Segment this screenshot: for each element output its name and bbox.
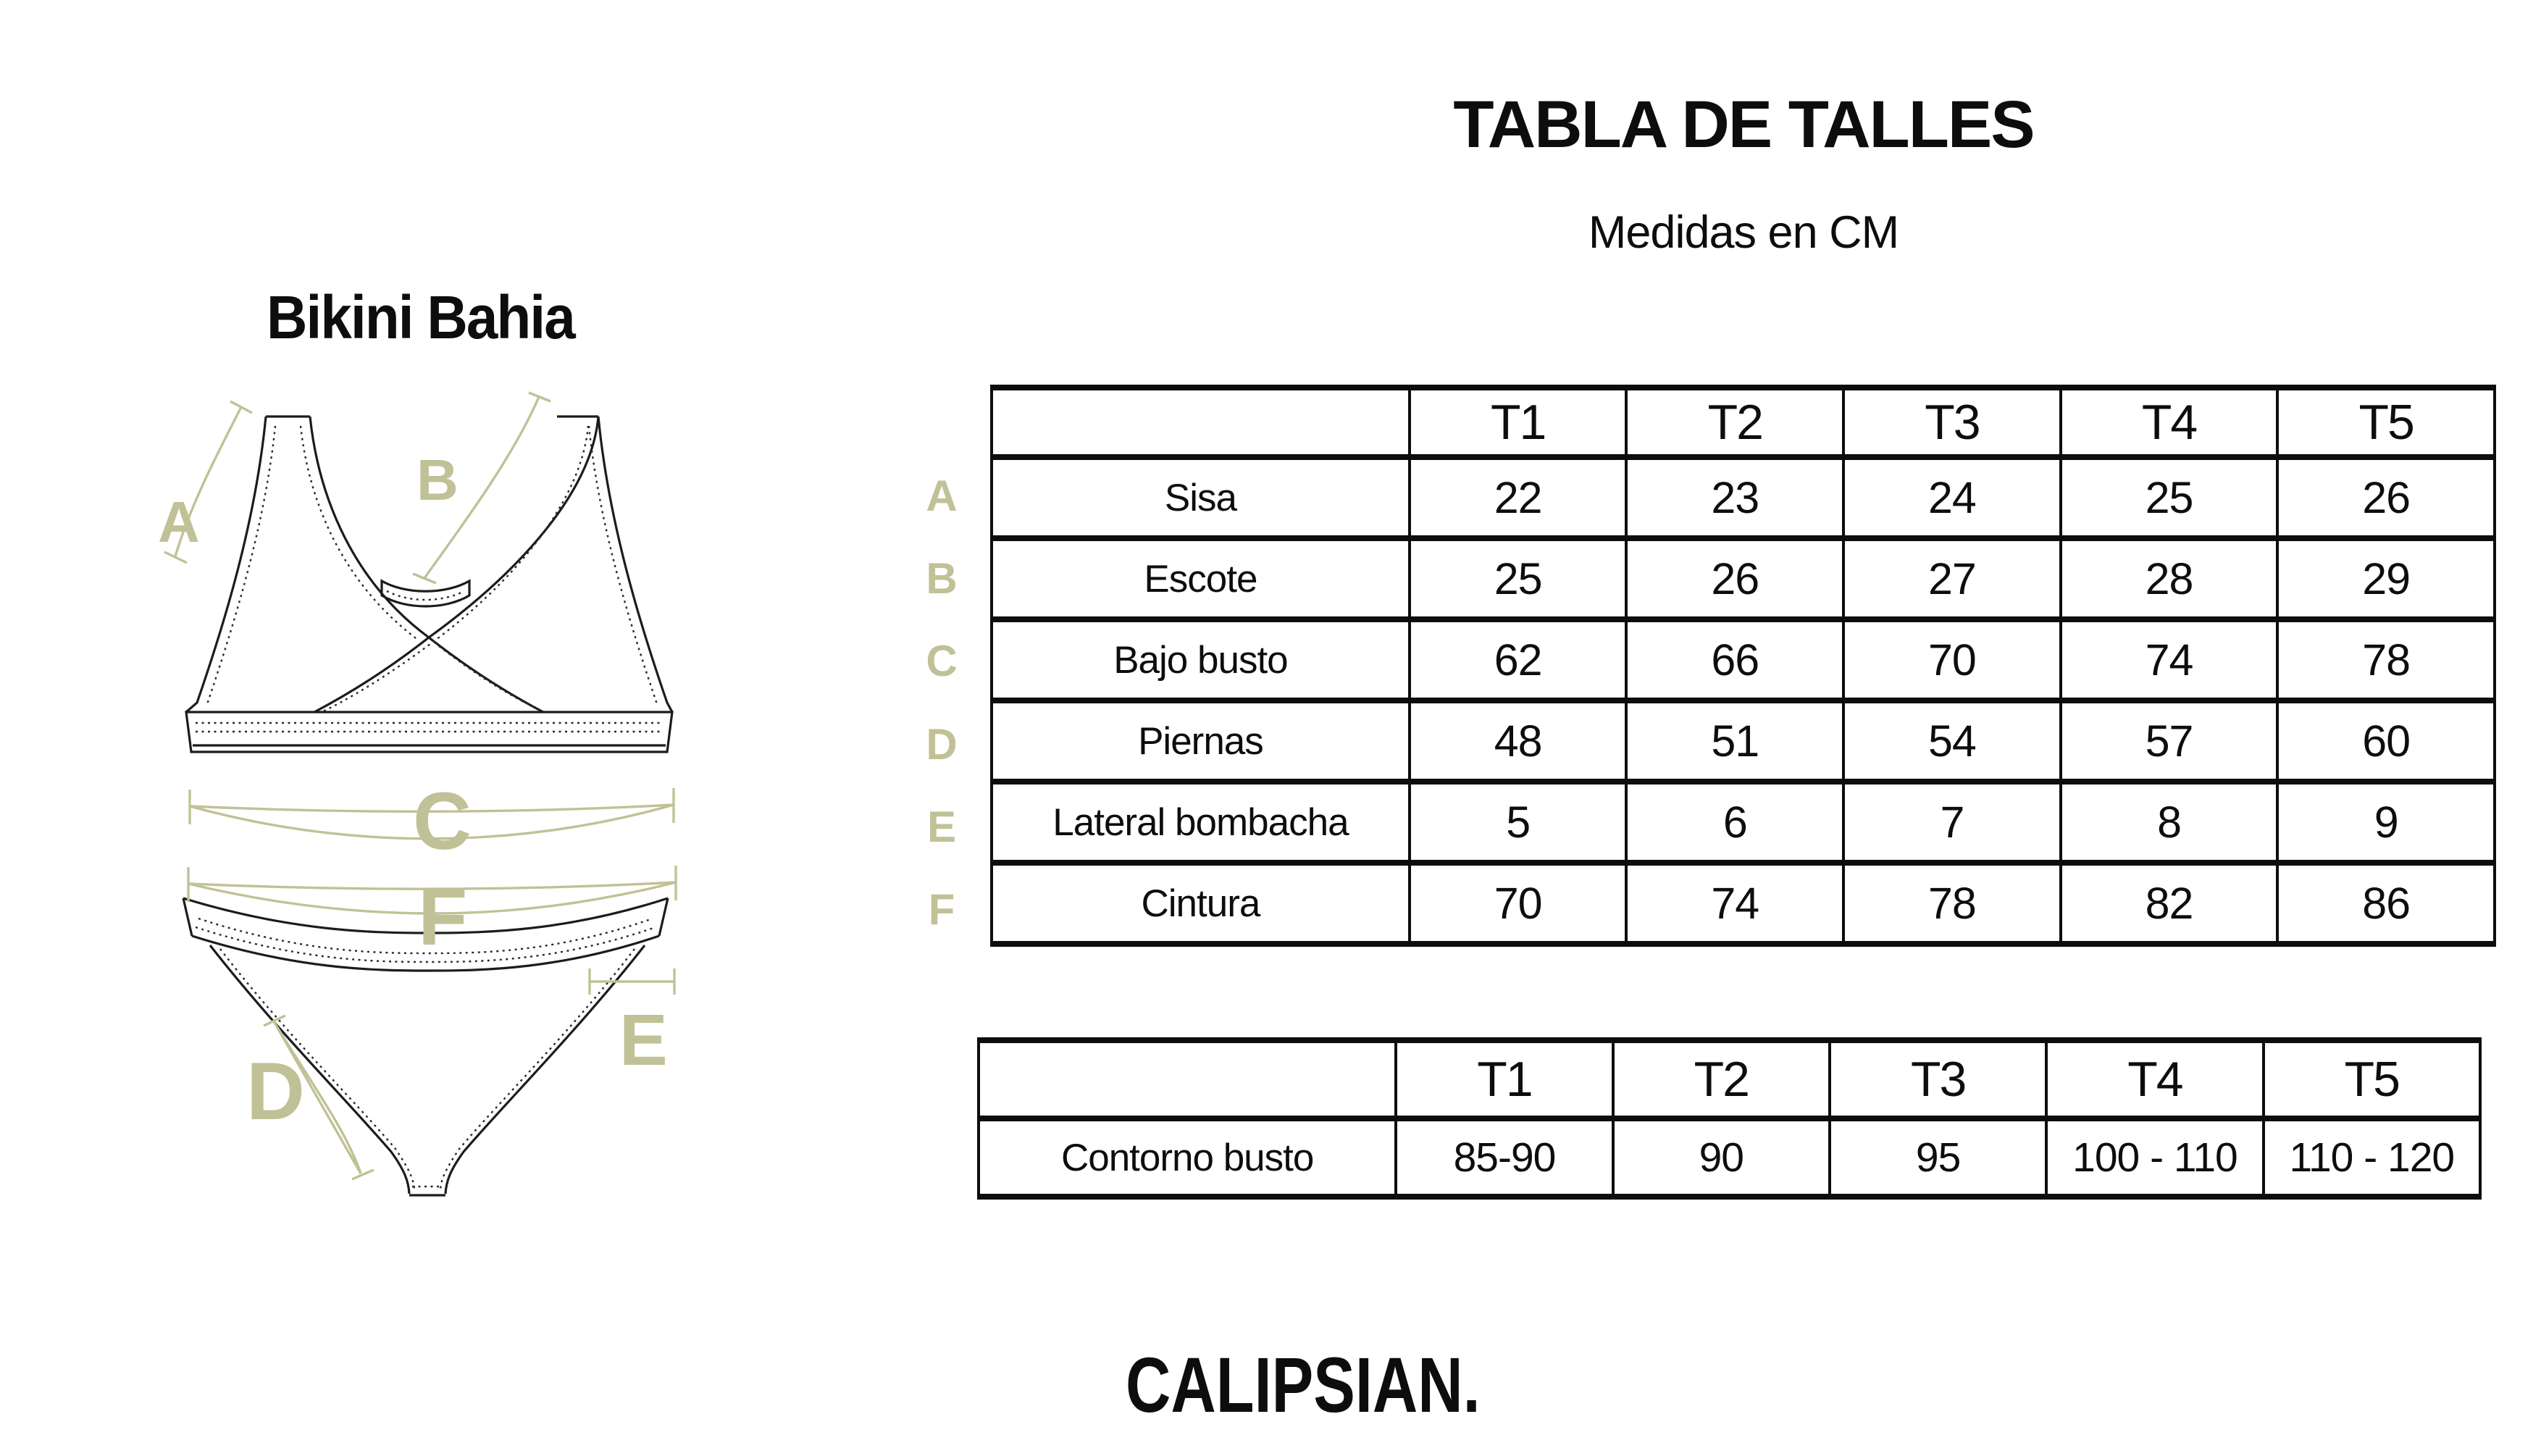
measure-label-d: D <box>246 1046 305 1137</box>
size-col-header-t1: T1 <box>1394 1037 1615 1121</box>
measurement-name-cell: Bajo busto <box>990 616 1411 703</box>
measure-label-f: F <box>418 871 467 962</box>
size-value-cell: 66 <box>1625 616 1846 703</box>
size-value-cell: 70 <box>1842 616 2062 703</box>
measure-label-b: B <box>416 448 459 512</box>
size-value-cell: 26 <box>2276 454 2496 541</box>
measure-line-f <box>187 866 677 915</box>
measure-label-c: C <box>413 776 472 866</box>
size-value-cell: 74 <box>2059 616 2280 703</box>
row-letter-b: B <box>926 553 958 603</box>
measurement-row-f: Cintura 70 74 78 82 86 <box>990 860 2496 947</box>
size-value-cell: 110 - 120 <box>2261 1116 2482 1200</box>
size-col-header-t4: T4 <box>2059 385 2280 460</box>
size-value-cell: 90 <box>1611 1116 1831 1200</box>
size-value-cell: 22 <box>1407 454 1628 541</box>
size-value-cell: 23 <box>1625 454 1846 541</box>
size-value-cell: 7 <box>1842 779 2062 866</box>
size-value-cell: 28 <box>2059 535 2280 622</box>
measurement-name-cell: Escote <box>990 535 1411 622</box>
bikini-top-stitching <box>196 425 663 733</box>
size-col-header-t3: T3 <box>1842 385 2062 460</box>
size-value-cell: 78 <box>1842 860 2062 947</box>
measure-label-e: E <box>619 1000 668 1081</box>
size-value-cell: 24 <box>1842 454 2062 541</box>
size-table-main: T1 T2 T3 T4 T5 Sisa 22 23 24 25 26 Escote 25 26 27 28 29… <box>990 385 2496 947</box>
measure-line-a <box>164 400 253 564</box>
size-value-cell: 26 <box>1625 535 1846 622</box>
size-col-header-t2: T2 <box>1611 1037 1831 1121</box>
product-title: Bikini Bahia <box>267 283 576 351</box>
units-note: Medidas en CM <box>1588 207 1899 258</box>
measurement-letter-labels: A B C F E D <box>158 448 668 1137</box>
size-col-header-t3: T3 <box>1828 1037 2048 1121</box>
measure-line-d <box>263 1014 374 1181</box>
measure-label-a: A <box>158 490 200 554</box>
size-value-cell: 8 <box>2059 779 2280 866</box>
measurement-name-cell: Contorno busto <box>976 1116 1398 1200</box>
size-value-cell: 27 <box>1842 535 2062 622</box>
measurement-name-cell: Sisa <box>990 454 1411 541</box>
row-letter-f: F <box>928 885 955 934</box>
size-value-cell: 60 <box>2276 698 2496 785</box>
measure-line-c <box>188 788 675 840</box>
measurement-row-b: Escote 25 26 27 28 29 <box>990 535 2496 622</box>
bikini-bottom-drawing <box>182 897 669 1197</box>
brand-logo: CALIPSIAN. <box>1126 1341 1481 1428</box>
size-value-cell: 9 <box>2276 779 2496 866</box>
measurement-name-cell: Lateral bombacha <box>990 779 1411 866</box>
measurement-name-cell: Cintura <box>990 860 1411 947</box>
bikini-top-drawing <box>185 415 674 753</box>
corner-cell <box>976 1037 1398 1121</box>
size-value-cell: 57 <box>2059 698 2280 785</box>
size-col-header-t1: T1 <box>1407 385 1628 460</box>
size-value-cell: 6 <box>1625 779 1846 866</box>
size-value-cell: 29 <box>2276 535 2496 622</box>
size-value-cell: 86 <box>2276 860 2496 947</box>
measurement-row-contorno-busto: Contorno busto 85-90 90 95 100 - 110 110 - 12… <box>976 1116 2482 1200</box>
measurement-row-c: Bajo busto 62 66 70 74 78 <box>990 616 2496 703</box>
size-value-cell: 100 - 110 <box>2045 1116 2265 1200</box>
size-col-header-t5: T5 <box>2276 385 2496 460</box>
row-letter-c: C <box>926 637 958 686</box>
measurement-row-e: Lateral bombacha 5 6 7 8 9 <box>990 779 2496 866</box>
size-col-header-t5: T5 <box>2261 1037 2482 1121</box>
size-value-cell: 85-90 <box>1394 1116 1615 1200</box>
size-value-cell: 82 <box>2059 860 2280 947</box>
size-header-row: T1 T2 T3 T4 T5 <box>990 385 2496 460</box>
row-letter-e: E <box>926 802 957 851</box>
size-value-cell: 48 <box>1407 698 1628 785</box>
measurement-row-a: Sisa 22 23 24 25 26 <box>990 454 2496 541</box>
corner-cell <box>990 385 1411 460</box>
measure-line-e <box>588 968 676 995</box>
measurement-row-d: Piernas 48 51 54 57 60 <box>990 698 2496 785</box>
measurement-name-cell: Piernas <box>990 698 1411 785</box>
size-value-cell: 5 <box>1407 779 1628 866</box>
page-title: TABLA DE TALLES <box>1453 88 2035 162</box>
bikini-diagram: A B C F E D <box>158 391 677 1197</box>
size-header-row: T1 T2 T3 T4 T5 <box>976 1037 2482 1121</box>
measurement-lines <box>164 391 677 1181</box>
size-value-cell: 78 <box>2276 616 2496 703</box>
row-letter-a: A <box>926 471 958 520</box>
size-value-cell: 74 <box>1625 860 1846 947</box>
row-letter-d: D <box>926 719 958 769</box>
size-value-cell: 25 <box>2059 454 2280 541</box>
size-table-bust: T1 T2 T3 T4 T5 Contorno busto 85-90 90 95 100 - 1… <box>976 1037 2482 1200</box>
size-value-cell: 54 <box>1842 698 2062 785</box>
size-col-header-t2: T2 <box>1625 385 1846 460</box>
size-value-cell: 51 <box>1625 698 1846 785</box>
size-value-cell: 25 <box>1407 535 1628 622</box>
measure-line-b <box>412 391 551 585</box>
size-col-header-t4: T4 <box>2045 1037 2265 1121</box>
size-value-cell: 62 <box>1407 616 1628 703</box>
bikini-bottom-stitching <box>195 917 656 1190</box>
size-value-cell: 70 <box>1407 860 1628 947</box>
size-value-cell: 95 <box>1828 1116 2048 1200</box>
